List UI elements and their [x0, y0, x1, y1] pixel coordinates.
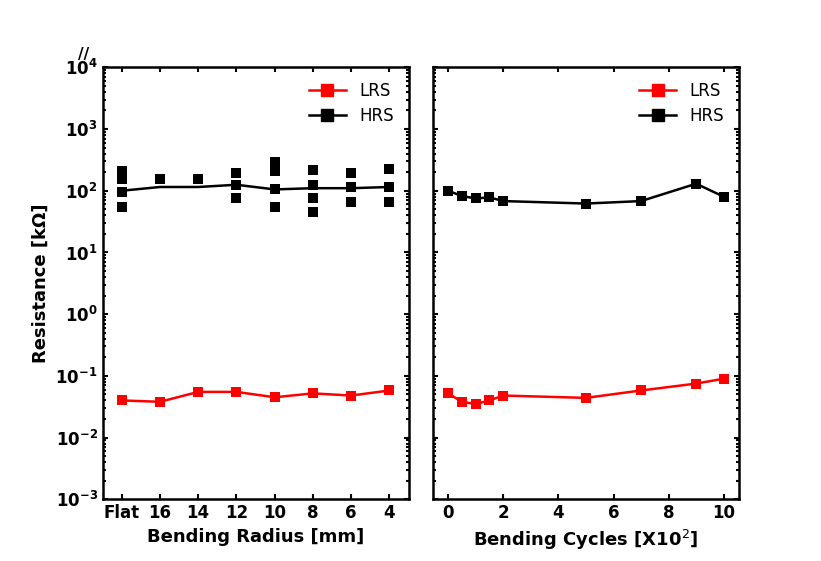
Point: [718, 374, 731, 383]
Point: [154, 397, 167, 406]
Point: [580, 199, 593, 208]
Point: [306, 389, 319, 398]
Point: [456, 191, 469, 200]
Point: [345, 198, 358, 207]
Point: [115, 203, 128, 211]
Point: [115, 167, 128, 176]
X-axis label: Bending Radius [mm]: Bending Radius [mm]: [147, 528, 365, 546]
Point: [442, 389, 455, 398]
Point: [345, 391, 358, 400]
Point: [230, 168, 243, 177]
Point: [191, 388, 204, 397]
Point: [154, 174, 167, 183]
Point: [268, 167, 282, 176]
Point: [383, 198, 396, 207]
Point: [718, 192, 731, 201]
Point: [469, 399, 482, 408]
Point: [497, 196, 510, 205]
Point: [230, 180, 243, 189]
Point: [268, 185, 282, 194]
Point: [345, 182, 358, 191]
Point: [268, 393, 282, 402]
Point: [115, 396, 128, 405]
Point: [483, 193, 496, 202]
Point: [483, 396, 496, 405]
Text: //: //: [78, 47, 89, 62]
Point: [115, 174, 128, 183]
Point: [497, 391, 510, 400]
Point: [580, 393, 593, 402]
Point: [345, 168, 358, 177]
Point: [635, 196, 648, 205]
Point: [383, 182, 396, 191]
Point: [306, 208, 319, 217]
Point: [442, 186, 455, 195]
Point: [230, 194, 243, 203]
Point: [383, 386, 396, 395]
X-axis label: Bending Cycles [X10$^{2}$]: Bending Cycles [X10$^{2}$]: [474, 528, 699, 552]
Y-axis label: Resistance [kΩ]: Resistance [kΩ]: [32, 204, 50, 363]
Point: [306, 180, 319, 189]
Point: [456, 397, 469, 406]
Point: [469, 194, 482, 203]
Point: [690, 179, 703, 188]
Legend: LRS, HRS: LRS, HRS: [633, 76, 731, 132]
Point: [268, 203, 282, 211]
Point: [635, 386, 648, 395]
Point: [690, 379, 703, 388]
Legend: LRS, HRS: LRS, HRS: [302, 76, 400, 132]
Point: [306, 194, 319, 203]
Point: [383, 164, 396, 173]
Point: [115, 187, 128, 196]
Point: [268, 158, 282, 167]
Point: [230, 388, 243, 397]
Point: [191, 174, 204, 183]
Point: [306, 165, 319, 174]
